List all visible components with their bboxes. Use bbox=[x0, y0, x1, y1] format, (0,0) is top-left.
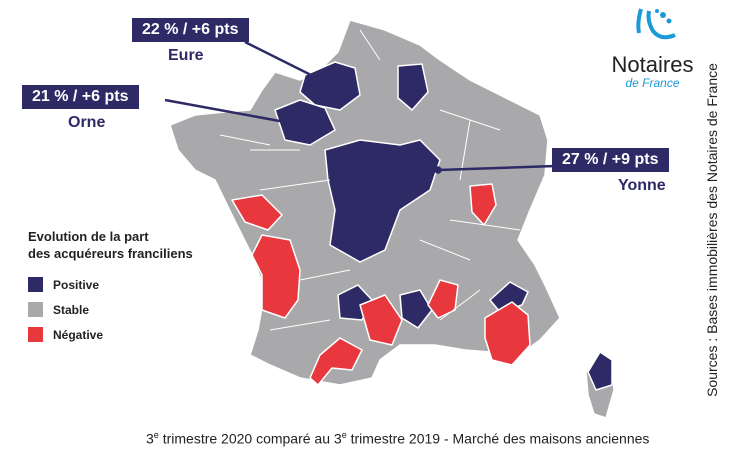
eure-pointer bbox=[244, 40, 326, 84]
callout-eure-value: 22 % / +6 pts bbox=[132, 18, 249, 42]
dept-haute-corse bbox=[587, 351, 613, 391]
dept-haute-saone bbox=[469, 183, 497, 226]
department-borders bbox=[219, 29, 521, 331]
legend-swatch bbox=[28, 327, 43, 342]
callout-orne-value: 21 % / +6 pts bbox=[22, 85, 139, 109]
dept-aisne bbox=[397, 63, 429, 111]
source-note: Sources : Bases immobilières des Notaire… bbox=[704, 63, 720, 397]
dept-ardeche bbox=[427, 279, 459, 319]
callout-pointers bbox=[164, 40, 556, 174]
callout-yonne-label: Yonne bbox=[618, 177, 666, 194]
legend-item-negative: Négative bbox=[28, 322, 193, 347]
legend-title-line2: des acquéreurs franciliens bbox=[28, 246, 193, 261]
logo-name: Notaires bbox=[611, 52, 694, 77]
legend-swatch bbox=[28, 302, 43, 317]
callout-orne-label: Orne bbox=[68, 114, 106, 131]
legend-label: Stable bbox=[53, 302, 90, 317]
yonne-pointer bbox=[437, 164, 556, 172]
negative-departments bbox=[231, 183, 531, 386]
caption-sup: e bbox=[341, 430, 347, 440]
legend-swatch bbox=[28, 277, 43, 292]
legend-title: Evolution de la part des acquéreurs fran… bbox=[28, 228, 193, 262]
legend: Evolution de la part des acquéreurs fran… bbox=[28, 228, 193, 347]
caption-part: trimestre 2020 comparé au 3 bbox=[158, 430, 342, 447]
caption-part: trimestre 2019 - Marché des maisons anci… bbox=[346, 430, 650, 447]
callout-yonne-value: 27 % / +9 pts bbox=[552, 148, 669, 172]
dept-var-bouches bbox=[484, 301, 531, 366]
legend-label: Positive bbox=[53, 277, 100, 292]
dept-loire-atlantique bbox=[231, 194, 283, 231]
dept-eure-region bbox=[299, 61, 361, 111]
callout-eure-label: Eure bbox=[168, 47, 204, 64]
notaires-logo: Notaires de France bbox=[600, 5, 705, 90]
legend-item-positive: Positive bbox=[28, 272, 193, 297]
logo-figure-icon bbox=[635, 8, 676, 40]
caption-part: 3 bbox=[146, 430, 154, 447]
caption-sup: e bbox=[153, 430, 159, 440]
positive-departments bbox=[274, 61, 613, 391]
dept-vendee-charente bbox=[251, 234, 301, 319]
orne-pointer bbox=[164, 98, 286, 124]
dept-orne-region bbox=[274, 99, 336, 146]
dept-haute-garonne bbox=[309, 337, 363, 386]
dept-center-block bbox=[324, 139, 441, 263]
legend-label: Négative bbox=[53, 327, 104, 342]
legend-item-stable: Stable bbox=[28, 297, 193, 322]
caption: 3e trimestre 2020 comparé au 3e trimestr… bbox=[146, 430, 649, 447]
logo-subtitle: de France bbox=[625, 76, 680, 90]
dept-aveyron bbox=[359, 294, 403, 346]
yonne-pointer-dot bbox=[434, 166, 442, 174]
legend-title-line1: Evolution de la part bbox=[28, 229, 149, 244]
dept-gard bbox=[399, 289, 433, 329]
